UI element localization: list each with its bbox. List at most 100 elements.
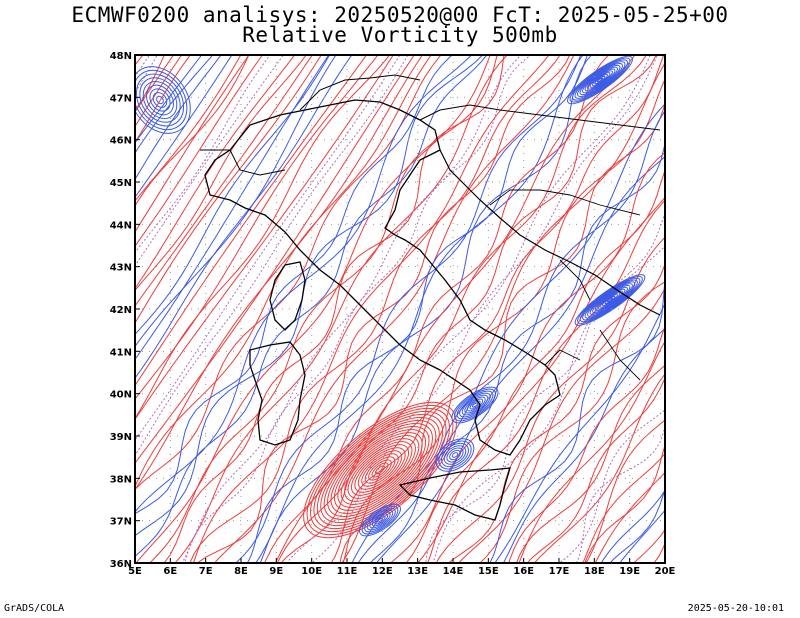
vorticity-contour (149, 88, 171, 112)
lat-tick-label: 40N (110, 390, 132, 401)
chart-title: ECMWF0200 analisys: 20250520@00 FcT: 202… (71, 3, 729, 27)
vorticity-contour (135, 55, 330, 361)
vorticity-contour (280, 55, 657, 563)
chart-subtitle: Relative Vorticity 500mb (242, 23, 558, 47)
vorticity-contour (582, 279, 638, 321)
vorticity-contour (309, 407, 451, 533)
vorticity-contour (533, 373, 665, 563)
vorticity-contour (323, 419, 437, 521)
vorticity-contour (435, 438, 475, 472)
vorticity-contour (435, 236, 665, 563)
vorticity-contour (149, 55, 498, 563)
vorticity-contour (457, 287, 665, 563)
vorticity-contour (577, 63, 623, 97)
lon-tick-label: 20E (655, 566, 676, 577)
sicily-coastline (398, 467, 511, 521)
vorticity-contour (577, 276, 643, 324)
vorticity-contour (425, 212, 665, 563)
vorticity-contour (432, 245, 665, 563)
vorticity-contour (135, 55, 391, 420)
vorticity-contour (327, 423, 433, 517)
vorticity-contour (0, 18, 124, 599)
vorticity-contour (135, 55, 214, 154)
lat-tick-label: 42N (110, 305, 132, 316)
footer-software-label: GrADS/COLA (4, 603, 65, 614)
vorticity-contour (466, 398, 484, 412)
lon-tick-label: 12E (372, 566, 393, 577)
lon-tick-label: 5E (128, 566, 142, 577)
vorticity-contour (441, 442, 469, 468)
vorticity-contour (585, 419, 665, 563)
vorticity-contour (369, 511, 391, 529)
vorticity-contour (142, 80, 178, 120)
vorticity-contour (779, 19, 800, 599)
vorticity-contour (342, 78, 665, 563)
vorticity-contour (135, 55, 158, 94)
lon-tick-label: 15E (478, 566, 499, 577)
vorticity-contour (451, 386, 499, 424)
lon-tick-label: 6E (163, 566, 177, 577)
vorticity-contour (135, 55, 250, 233)
vorticity-contour (582, 66, 618, 94)
vorticity-contour (575, 422, 665, 563)
vorticity-contour (599, 292, 621, 308)
vorticity-contour (589, 72, 611, 88)
vorticity-contour (156, 95, 164, 105)
vorticity-contour (135, 55, 307, 292)
lon-tick-label: 19E (619, 566, 640, 577)
corsica-coastline (269, 261, 306, 331)
vorticity-contour (361, 453, 399, 487)
vorticity-contour (364, 456, 396, 484)
vorticity-contour (0, 19, 108, 598)
vorticity-contour (135, 55, 183, 128)
vorticity-contour (502, 327, 665, 563)
vorticity-contour (374, 465, 386, 475)
vorticity-contour (375, 156, 665, 563)
vorticity-contour (579, 64, 621, 96)
vorticity-contour (135, 55, 222, 181)
vorticity-contour (697, 17, 800, 599)
lat-tick-label: 45N (110, 178, 132, 189)
country-borders (200, 74, 661, 521)
vorticity-contour (627, 21, 800, 600)
vorticity-contour (135, 69, 188, 131)
lon-tick-label: 7E (199, 566, 213, 577)
vorticity-contour (735, 28, 800, 606)
vorticity-contour (368, 459, 392, 481)
vorticity-contour (371, 513, 389, 527)
vorticity-contour (313, 410, 447, 530)
vorticity-contour (135, 55, 353, 379)
vorticity-contour (135, 55, 165, 112)
vorticity-contour (508, 324, 665, 563)
lat-tick-label: 43N (110, 263, 132, 274)
vorticity-contour (277, 55, 647, 563)
vorticity-contour (351, 444, 409, 496)
vorticity-contour (558, 409, 665, 563)
vorticity-contour (135, 55, 337, 348)
balkan-coastline (439, 149, 661, 316)
vorticity-contour (135, 55, 491, 563)
vorticity-contour (135, 55, 423, 491)
vorticity-contour (707, 22, 800, 599)
vorticity-contour (354, 447, 406, 493)
vorticity-contour (135, 73, 185, 127)
vorticity-contour (720, 26, 800, 602)
vorticity-contour (609, 488, 665, 563)
vorticity-contour (607, 297, 613, 303)
vorticity-contour (792, 20, 800, 602)
vorticity-contour (0, 20, 100, 600)
lon-tick-label: 18E (584, 566, 605, 577)
vorticity-contour (587, 70, 613, 90)
vorticity-contour (584, 443, 665, 563)
vorticity-contour (135, 55, 203, 144)
vorticity-contour (135, 55, 242, 202)
vorticity-contour (213, 55, 575, 563)
lon-tick-label: 8E (234, 566, 248, 577)
lon-tick-label: 13E (407, 566, 428, 577)
vorticity-contour (146, 84, 174, 116)
lat-tick-label: 44N (110, 220, 132, 231)
vorticity-contour (459, 392, 491, 418)
vorticity-contour (592, 286, 628, 314)
vorticity-contour (747, 19, 800, 602)
